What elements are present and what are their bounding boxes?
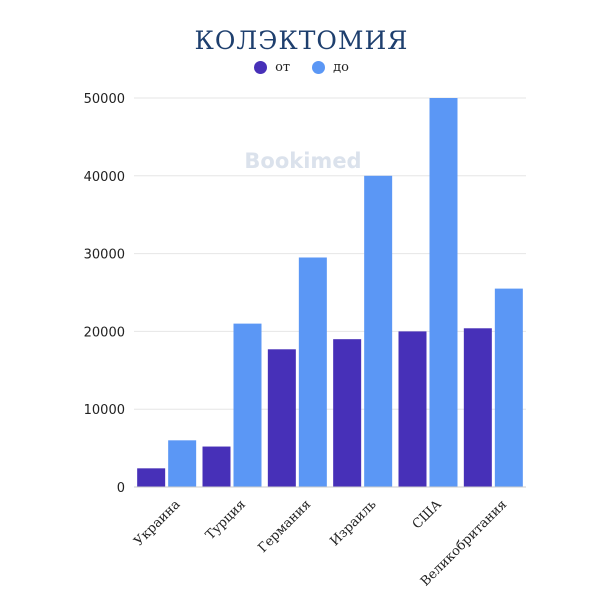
y-tick-label: 50000 <box>84 92 125 107</box>
x-tick-label: Украина <box>131 497 183 549</box>
bar-from <box>333 339 362 487</box>
chart-legend: от до <box>0 60 603 75</box>
y-tick-label: 10000 <box>84 403 125 418</box>
x-tick-label: США <box>410 497 445 532</box>
legend-label-to: до <box>333 60 349 75</box>
x-tick-label: Турция <box>203 497 249 543</box>
bar-to <box>429 98 458 487</box>
x-tick-label: Германия <box>255 497 314 556</box>
legend-item-from: от <box>254 60 290 75</box>
bar-to <box>298 257 327 487</box>
y-tick-label: 30000 <box>84 248 125 263</box>
bar-to <box>364 175 393 488</box>
bar-from <box>137 468 166 487</box>
watermark-logo: Bookimed <box>244 149 361 173</box>
x-tick-label: Израиль <box>328 497 380 549</box>
y-tick-label: 40000 <box>84 170 125 185</box>
bar-from <box>398 331 427 487</box>
legend-item-to: до <box>312 60 349 75</box>
chart-title: КОЛЭКТОМИЯ <box>194 26 409 55</box>
legend-swatch-to <box>312 61 326 74</box>
bar-to <box>168 440 197 487</box>
legend-label-from: от <box>275 60 291 75</box>
bar-from <box>267 349 296 487</box>
y-tick-label: 0 <box>117 481 125 496</box>
bar-from <box>463 328 492 487</box>
bar-to <box>233 323 262 487</box>
legend-swatch-from <box>254 61 268 74</box>
bar-to <box>494 288 523 487</box>
bar-from <box>202 446 231 487</box>
y-tick-label: 20000 <box>84 325 125 340</box>
